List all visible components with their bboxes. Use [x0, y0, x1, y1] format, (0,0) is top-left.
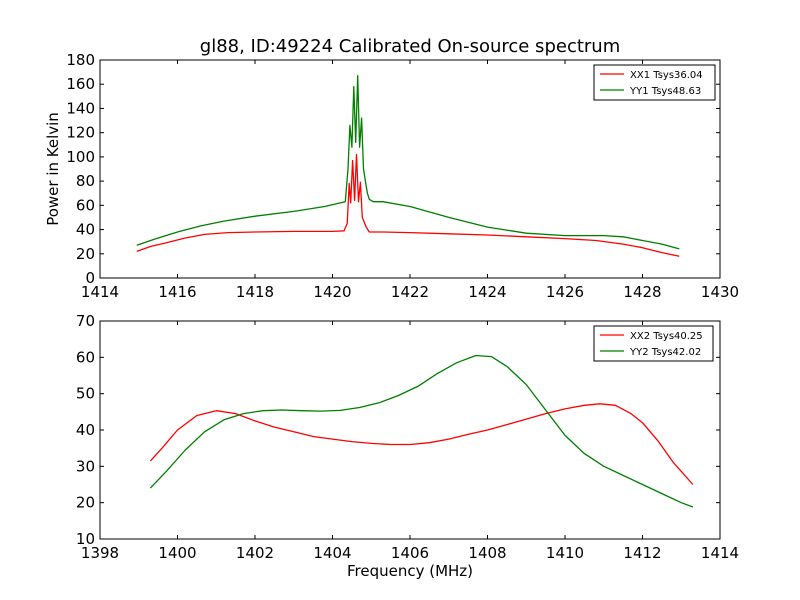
series-line-yy [149, 354, 694, 508]
x-tick-label: 1408 [468, 544, 506, 562]
x-tick-label: 1402 [236, 544, 274, 562]
legend-box [593, 325, 714, 362]
y-tick-label: 0 [85, 269, 95, 287]
series-line-xx [149, 403, 694, 485]
x-tick-label: 1420 [313, 283, 351, 301]
x-tick-label: 1430 [701, 283, 739, 301]
y-tick-label: 80 [76, 172, 95, 190]
x-axis-label: Frequency (MHz) [347, 562, 473, 580]
x-tick-label: 1398 [81, 544, 119, 562]
x-tick-label: 1416 [158, 283, 196, 301]
x-tick-label: 1406 [391, 544, 429, 562]
y-tick-label: 180 [66, 51, 95, 69]
x-tick-label: 1404 [313, 544, 351, 562]
x-tick-label: 1400 [158, 544, 196, 562]
x-tick-label: 1414 [81, 283, 119, 301]
y-tick-label: 120 [66, 124, 95, 142]
y-tick-label: 40 [76, 421, 95, 439]
y-tick-label: 30 [76, 457, 95, 475]
y-tick-label: 60 [76, 196, 95, 214]
y-tick-label: 20 [76, 494, 95, 512]
legend-label: YY2 Tsys42.02 [629, 347, 701, 358]
legend-box [593, 64, 716, 101]
y-tick-label: 160 [66, 75, 95, 93]
legend: XX2 Tsys40.25 YY2 Tsys42.02 [593, 325, 714, 362]
y-tick-label: 60 [76, 348, 95, 366]
series-line-xx [136, 153, 680, 257]
y-tick-label: 100 [66, 148, 95, 166]
legend-label: XX2 Tsys40.25 [630, 331, 703, 342]
legend: XX1 Tsys36.04 YY1 Tsys48.63 [593, 64, 716, 101]
y-tick-label: 10 [76, 530, 95, 548]
x-tick-label: 1428 [623, 283, 661, 301]
y-tick-label: 40 [76, 221, 95, 239]
top-spectrum-panel: 1414 1416 1418 1420 1422 1424 1426 1428 1430 0 20 4… [44, 51, 739, 301]
legend-label: XX1 Tsys36.04 [630, 70, 703, 81]
x-tick-label: 1410 [546, 544, 584, 562]
x-tick-label: 1412 [623, 544, 661, 562]
figure-title: gl88, ID:49224 Calibrated On-source spec… [200, 36, 620, 57]
x-tick-label: 1426 [546, 283, 584, 301]
x-tick-label: 1422 [391, 283, 429, 301]
x-tick-label: 1424 [468, 283, 506, 301]
y-tick-label: 70 [76, 312, 95, 330]
y-tick-label: 50 [76, 385, 95, 403]
x-tick-label: 1414 [701, 544, 739, 562]
y-axis-label: Power in Kelvin [44, 112, 62, 226]
y-tick-label: 20 [76, 245, 95, 263]
series-line-yy [136, 75, 680, 250]
legend-label: YY1 Tsys48.63 [629, 86, 701, 97]
y-tick-label: 140 [66, 99, 95, 117]
bottom-spectrum-panel: 1398 1400 1402 1404 1406 1408 1410 1412 1414 10 20… [76, 312, 739, 562]
x-tick-label: 1418 [236, 283, 274, 301]
